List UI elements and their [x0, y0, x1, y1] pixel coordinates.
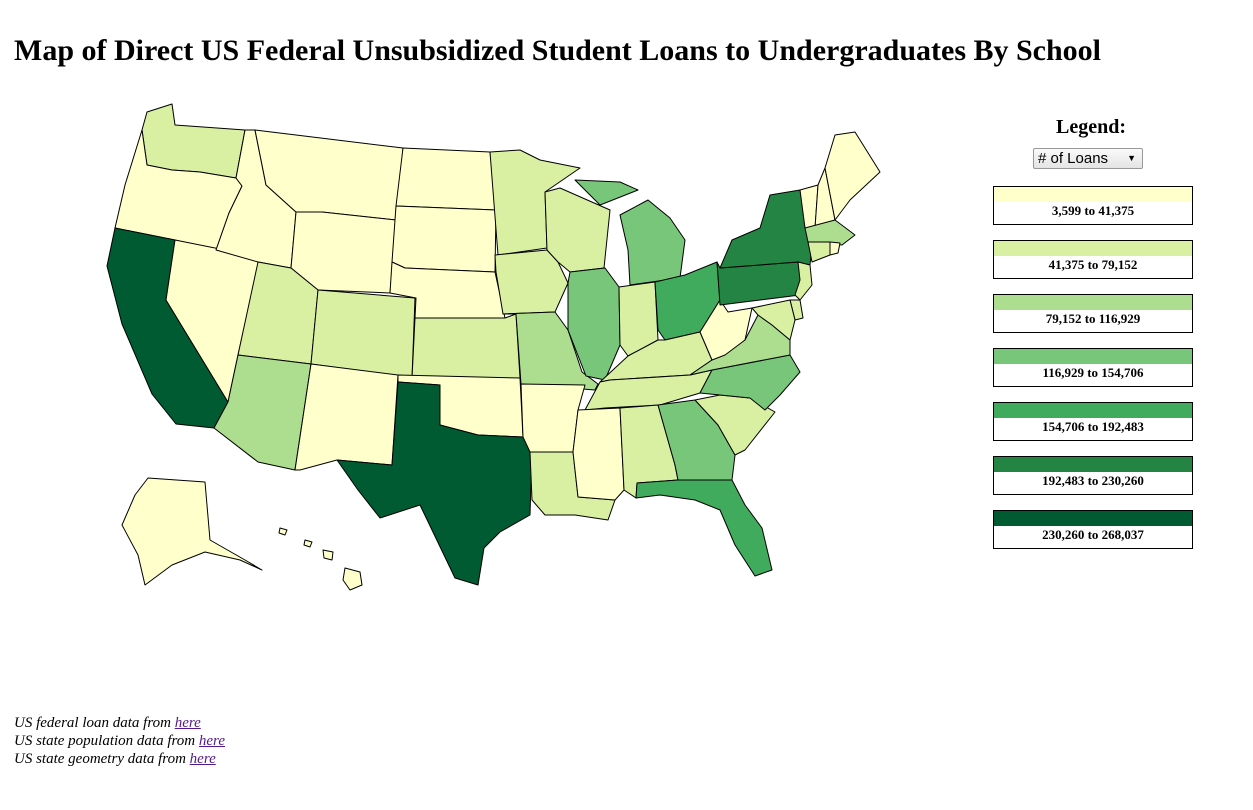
state-texas[interactable] — [336, 381, 533, 586]
state-hawaii[interactable] — [278, 527, 363, 591]
state-pennsylvania[interactable] — [716, 261, 811, 306]
legend-bin: 41,375 to 79,152 — [993, 240, 1193, 279]
legend-bin: 116,929 to 154,706 — [993, 348, 1193, 387]
legend-bin-label: 154,706 to 192,483 — [1042, 419, 1144, 434]
legend-swatch — [994, 403, 1192, 418]
state-connecticut[interactable] — [807, 241, 831, 263]
state-missouri[interactable] — [502, 311, 599, 391]
legend-bin: 3,599 to 41,375 — [993, 186, 1193, 225]
legend-bin-label: 230,260 to 268,037 — [1042, 527, 1144, 542]
state-mississippi[interactable] — [572, 407, 625, 501]
state-florida[interactable] — [635, 479, 773, 577]
legend-bin-label: 116,929 to 154,706 — [1042, 365, 1144, 380]
legend-title: Legend: — [1056, 116, 1126, 138]
state-north-dakota[interactable] — [395, 147, 497, 211]
legend-bin-label: 79,152 to 116,929 — [1045, 311, 1141, 326]
source-text: US state geometry data from — [14, 751, 190, 767]
legend-swatch — [994, 187, 1192, 202]
state-colorado[interactable] — [310, 289, 416, 379]
legend-bin: 230,260 to 268,037 — [993, 510, 1193, 549]
state-new-mexico[interactable] — [294, 363, 399, 471]
source-link[interactable]: here — [189, 751, 216, 767]
page-title: Map of Direct US Federal Unsubsidized St… — [14, 34, 1102, 67]
legend-bin-label: 3,599 to 41,375 — [1051, 203, 1135, 218]
legend-bin: 192,483 to 230,260 — [993, 456, 1193, 495]
state-alaska[interactable] — [121, 477, 263, 586]
state-kansas[interactable] — [411, 313, 521, 379]
state-massachusetts[interactable] — [804, 219, 856, 246]
legend-bin-label: 41,375 to 79,152 — [1048, 257, 1138, 272]
state-maine[interactable] — [824, 131, 881, 221]
state-rhode-island[interactable] — [829, 241, 841, 256]
metric-select-value: # of Loans — [1038, 150, 1109, 167]
source-text: US state population data from — [14, 733, 199, 749]
state-maryland[interactable] — [751, 299, 796, 341]
metric-select[interactable]: # of Loans ▼ — [1033, 148, 1143, 169]
data-sources: US federal loan data from here US state … — [14, 714, 225, 768]
legend-swatch — [994, 241, 1192, 256]
legend-swatch — [994, 511, 1192, 526]
legend-bin: 154,706 to 192,483 — [993, 402, 1193, 441]
legend-swatch — [994, 457, 1192, 472]
state-south-dakota[interactable] — [391, 205, 497, 273]
source-line: US state geometry data from here — [14, 750, 225, 768]
source-link[interactable]: here — [198, 733, 225, 749]
chevron-down-icon: ▼ — [1127, 153, 1136, 163]
legend-bin-label: 192,483 to 230,260 — [1042, 473, 1144, 488]
source-line: US federal loan data from here — [14, 714, 225, 732]
source-link[interactable]: here — [174, 715, 201, 731]
state-michigan[interactable] — [574, 179, 686, 286]
source-text: US federal loan data from — [14, 715, 175, 731]
legend-bin: 79,152 to 116,929 — [993, 294, 1193, 333]
legend-swatch — [994, 295, 1192, 310]
legend-swatch — [994, 349, 1192, 364]
state-new-york[interactable] — [719, 189, 813, 269]
source-line: US state population data from here — [14, 732, 225, 750]
